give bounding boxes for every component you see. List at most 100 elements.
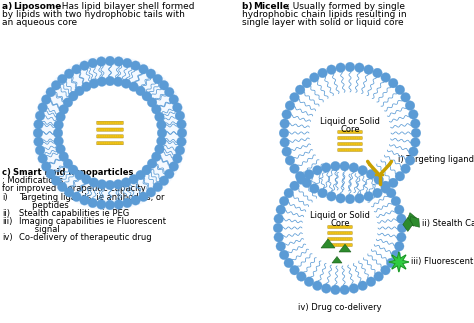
Text: Targeting ligands, ie antibodies, or: Targeting ligands, ie antibodies, or xyxy=(19,193,164,202)
Circle shape xyxy=(279,128,289,138)
Circle shape xyxy=(374,175,383,184)
Polygon shape xyxy=(389,252,409,272)
Text: iii) Fluorescent signal: iii) Fluorescent signal xyxy=(411,257,474,266)
Circle shape xyxy=(121,178,131,187)
Circle shape xyxy=(373,68,382,78)
Circle shape xyxy=(409,147,418,156)
Circle shape xyxy=(131,61,140,70)
Circle shape xyxy=(327,192,336,201)
Circle shape xyxy=(105,180,115,190)
Circle shape xyxy=(318,68,328,78)
Circle shape xyxy=(105,200,115,210)
Circle shape xyxy=(147,159,157,168)
Circle shape xyxy=(410,138,420,147)
Circle shape xyxy=(274,214,283,224)
Circle shape xyxy=(411,128,421,138)
Text: ; Usually formed by single: ; Usually formed by single xyxy=(287,2,405,11)
Text: single layer with solid or liquid core: single layer with solid or liquid core xyxy=(242,18,404,27)
Circle shape xyxy=(330,162,340,171)
Circle shape xyxy=(276,242,285,251)
FancyBboxPatch shape xyxy=(97,121,123,124)
Text: Stealth capabilities ie PEG: Stealth capabilities ie PEG xyxy=(19,209,129,218)
Circle shape xyxy=(304,87,396,179)
Circle shape xyxy=(114,200,124,209)
Circle shape xyxy=(82,174,91,184)
Text: iii): iii) xyxy=(2,217,12,226)
Circle shape xyxy=(41,162,51,171)
Circle shape xyxy=(46,87,55,97)
Circle shape xyxy=(57,74,67,84)
Circle shape xyxy=(169,95,179,104)
Circle shape xyxy=(355,193,364,203)
Circle shape xyxy=(51,176,61,185)
Circle shape xyxy=(290,266,300,275)
Circle shape xyxy=(297,272,306,281)
FancyBboxPatch shape xyxy=(338,142,362,145)
Circle shape xyxy=(280,119,290,129)
Circle shape xyxy=(147,98,157,107)
Circle shape xyxy=(142,165,152,174)
Circle shape xyxy=(74,170,84,180)
Circle shape xyxy=(142,91,152,101)
Circle shape xyxy=(63,159,73,168)
Circle shape xyxy=(80,61,89,70)
Text: ii) Stealth Capabilities: ii) Stealth Capabilities xyxy=(422,218,474,227)
Text: c): c) xyxy=(2,168,14,177)
Circle shape xyxy=(74,86,84,96)
Circle shape xyxy=(290,92,299,102)
Circle shape xyxy=(146,187,155,197)
Circle shape xyxy=(164,169,174,179)
Circle shape xyxy=(54,136,64,146)
Circle shape xyxy=(397,223,407,233)
Circle shape xyxy=(156,136,166,146)
Circle shape xyxy=(177,120,186,129)
Text: Smart lipid nanoparticles: Smart lipid nanoparticles xyxy=(13,168,133,177)
Circle shape xyxy=(41,95,51,104)
Circle shape xyxy=(381,73,391,82)
Circle shape xyxy=(68,165,78,174)
Polygon shape xyxy=(321,239,335,248)
Circle shape xyxy=(282,147,292,156)
Circle shape xyxy=(364,192,374,201)
Text: peptides: peptides xyxy=(19,201,69,210)
Circle shape xyxy=(358,165,367,175)
Circle shape xyxy=(295,172,305,181)
Circle shape xyxy=(153,74,163,84)
Circle shape xyxy=(273,223,283,233)
Text: Liquid or Solid: Liquid or Solid xyxy=(310,212,370,221)
Circle shape xyxy=(57,182,67,192)
Circle shape xyxy=(321,284,331,293)
Text: i): i) xyxy=(2,193,8,202)
Circle shape xyxy=(355,63,364,72)
Circle shape xyxy=(386,188,396,198)
Circle shape xyxy=(59,152,68,162)
Circle shape xyxy=(366,170,376,179)
Circle shape xyxy=(302,78,311,88)
Circle shape xyxy=(38,103,47,112)
Circle shape xyxy=(97,57,106,66)
Circle shape xyxy=(33,128,43,138)
Circle shape xyxy=(122,58,132,68)
Circle shape xyxy=(177,137,186,146)
Circle shape xyxy=(401,164,410,173)
Circle shape xyxy=(327,65,336,75)
Circle shape xyxy=(279,250,289,260)
Circle shape xyxy=(274,233,283,242)
Circle shape xyxy=(64,69,74,78)
Text: iv): iv) xyxy=(2,233,13,242)
Circle shape xyxy=(54,120,64,130)
Circle shape xyxy=(88,198,98,208)
Text: Liposome: Liposome xyxy=(13,2,61,11)
Circle shape xyxy=(381,266,390,275)
Circle shape xyxy=(304,277,314,287)
Polygon shape xyxy=(403,217,413,232)
Circle shape xyxy=(330,285,340,295)
Circle shape xyxy=(175,111,185,120)
Circle shape xyxy=(136,86,146,96)
Circle shape xyxy=(310,73,319,82)
Circle shape xyxy=(394,205,404,214)
Text: ; Has lipid bilayer shell formed: ; Has lipid bilayer shell formed xyxy=(56,2,194,11)
Circle shape xyxy=(155,144,164,154)
Circle shape xyxy=(113,77,123,87)
Circle shape xyxy=(146,69,155,78)
